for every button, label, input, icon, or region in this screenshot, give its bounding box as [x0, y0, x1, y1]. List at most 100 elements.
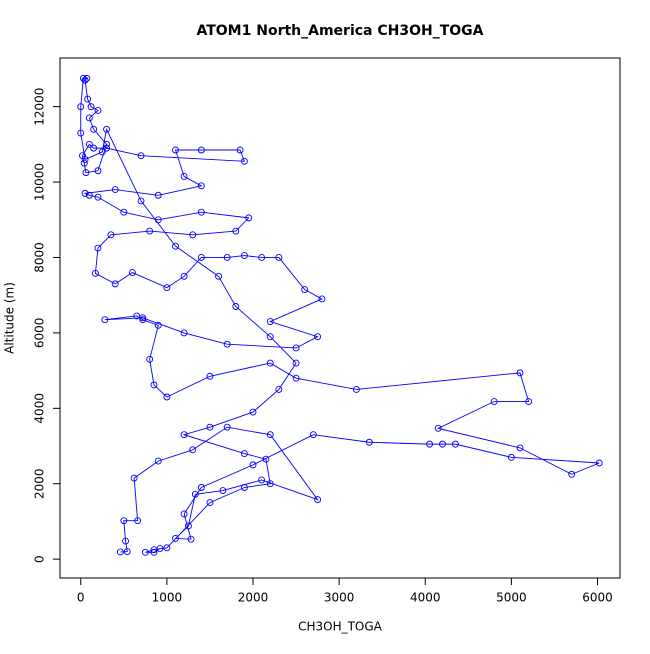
data-point: [223, 340, 231, 348]
data-point: [262, 455, 270, 463]
data-point: [352, 386, 360, 393]
data-point: [94, 106, 102, 114]
data-point: [85, 140, 93, 148]
data-point: [240, 252, 248, 260]
data-point: [85, 114, 93, 122]
y-tick-label: 2000: [33, 468, 47, 499]
data-point: [434, 424, 442, 432]
data-point: [139, 314, 147, 322]
data-point: [163, 544, 171, 552]
data-point: [275, 386, 283, 393]
data-point: [101, 316, 109, 324]
data-point: [111, 280, 119, 288]
data-point: [180, 329, 188, 337]
data-point: [134, 517, 142, 525]
data-point: [490, 398, 498, 405]
data-point: [292, 344, 300, 352]
data-point: [133, 312, 141, 320]
data-point: [103, 144, 111, 152]
data-point: [85, 191, 93, 199]
data-point: [197, 254, 205, 261]
data-point: [215, 272, 223, 280]
data-line: [80, 77, 600, 553]
data-point: [568, 470, 576, 478]
data-point: [90, 144, 98, 152]
data-point: [236, 146, 244, 154]
data-point: [94, 193, 102, 201]
data-point: [266, 359, 274, 367]
data-point: [122, 537, 129, 545]
data-point: [77, 129, 85, 137]
data-point: [206, 372, 214, 380]
data-point: [137, 197, 145, 205]
data-point: [232, 227, 240, 235]
data-point: [525, 398, 533, 405]
data-point: [103, 125, 111, 133]
data-point: [77, 103, 85, 111]
data-point: [180, 172, 188, 180]
data-point: [87, 103, 95, 111]
data-point: [163, 393, 171, 401]
data-point: [163, 284, 171, 292]
data-point: [180, 431, 188, 439]
data-point: [111, 186, 119, 194]
data-point: [84, 95, 92, 103]
data-point: [189, 446, 197, 454]
data-point: [130, 474, 138, 482]
data-point: [258, 254, 266, 261]
data-point: [79, 74, 87, 82]
data-point: [116, 548, 124, 556]
data-point: [223, 423, 231, 431]
y-tick-label: 6000: [33, 318, 47, 349]
x-tick-label: 1000: [152, 591, 183, 605]
data-point: [154, 216, 162, 224]
data-point: [197, 208, 205, 216]
data-point: [197, 146, 205, 154]
data-point: [123, 548, 131, 556]
data-point: [98, 148, 106, 156]
data-point: [240, 450, 248, 458]
data-point: [292, 359, 300, 367]
data-point: [187, 535, 195, 543]
data-point: [249, 461, 257, 469]
data-point: [266, 480, 274, 488]
data-point: [107, 231, 115, 239]
y-tick-label: 12000: [33, 88, 47, 126]
x-tick-label: 2000: [238, 591, 269, 605]
data-point: [82, 169, 90, 177]
x-axis-label: CH3OH_TOGA: [298, 620, 383, 634]
data-point: [154, 457, 162, 465]
y-tick-label: 0: [33, 555, 47, 563]
data-point: [180, 510, 188, 518]
data-point: [292, 374, 300, 382]
data-point: [245, 214, 253, 222]
data-point: [94, 244, 102, 252]
y-tick-label: 8000: [33, 242, 47, 273]
data-point: [154, 191, 162, 199]
data-point: [309, 431, 317, 439]
plot-frame: [59, 57, 621, 579]
data-point: [90, 125, 98, 133]
y-tick-label: 4000: [33, 393, 47, 424]
x-tick-label: 5000: [496, 591, 527, 605]
data-point: [318, 295, 326, 303]
data-point: [240, 157, 248, 165]
data-point: [266, 333, 274, 341]
data-point: [150, 548, 158, 556]
data-point: [197, 182, 205, 190]
data-point: [249, 408, 257, 416]
data-point: [80, 159, 88, 167]
data-point: [94, 167, 102, 175]
chart-title: ATOM1 North_America CH3OH_TOGA: [196, 23, 483, 39]
data-point: [150, 381, 158, 389]
data-point: [156, 545, 164, 553]
data-point: [507, 453, 515, 461]
data-point: [258, 476, 266, 484]
data-point: [275, 254, 283, 261]
data-point: [451, 440, 459, 448]
data-point: [516, 369, 524, 377]
data-point: [172, 146, 179, 154]
data-point: [314, 496, 322, 504]
data-point: [206, 499, 214, 507]
